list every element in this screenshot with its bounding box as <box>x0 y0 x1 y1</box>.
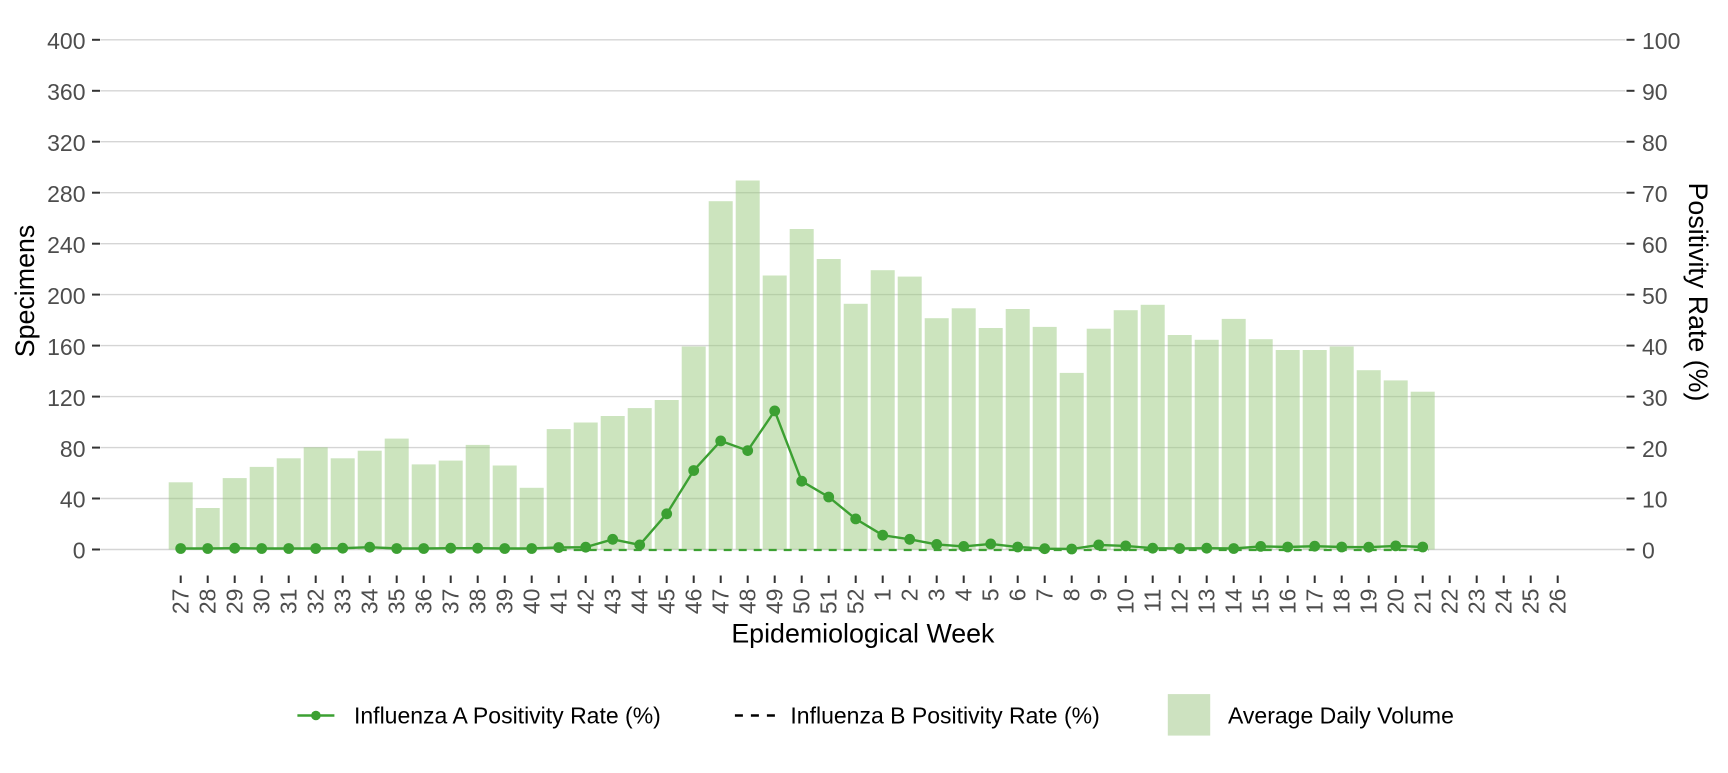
svg-text:35: 35 <box>384 589 410 615</box>
svg-text:37: 37 <box>438 589 464 615</box>
svg-text:16: 16 <box>1275 589 1301 615</box>
svg-text:20: 20 <box>1383 589 1409 615</box>
svg-text:45: 45 <box>654 589 680 615</box>
svg-text:1: 1 <box>870 589 896 602</box>
svg-text:31: 31 <box>276 589 302 615</box>
svg-text:11: 11 <box>1140 589 1166 613</box>
svg-text:Influenza B Positivity Rate (%: Influenza B Positivity Rate (%) <box>790 703 1099 729</box>
svg-text:10: 10 <box>1113 589 1139 615</box>
svg-text:13: 13 <box>1194 589 1220 615</box>
svg-text:25: 25 <box>1518 589 1544 615</box>
svg-text:200: 200 <box>47 283 85 309</box>
svg-text:160: 160 <box>47 334 85 360</box>
svg-text:Influenza A Positivity Rate (%: Influenza A Positivity Rate (%) <box>354 703 661 729</box>
svg-text:320: 320 <box>47 130 85 156</box>
svg-text:36: 36 <box>411 589 437 615</box>
svg-text:0: 0 <box>73 538 86 564</box>
svg-text:4: 4 <box>951 588 977 601</box>
svg-text:400: 400 <box>47 28 85 54</box>
svg-text:44: 44 <box>627 588 653 614</box>
svg-text:28: 28 <box>195 589 221 615</box>
svg-text:42: 42 <box>573 589 599 615</box>
svg-text:40: 40 <box>519 589 545 615</box>
svg-text:70: 70 <box>1642 181 1668 207</box>
svg-text:19: 19 <box>1356 589 1382 615</box>
svg-text:3: 3 <box>924 589 950 602</box>
svg-text:52: 52 <box>843 589 869 615</box>
svg-text:39: 39 <box>492 589 518 615</box>
svg-text:280: 280 <box>47 181 85 207</box>
svg-text:14: 14 <box>1221 588 1247 614</box>
svg-text:50: 50 <box>789 589 815 615</box>
svg-text:18: 18 <box>1329 589 1355 615</box>
svg-text:34: 34 <box>357 588 383 614</box>
svg-text:100: 100 <box>1642 28 1680 54</box>
svg-text:40: 40 <box>1642 334 1668 360</box>
svg-text:30: 30 <box>1642 385 1668 411</box>
svg-text:Positivity Rate (%): Positivity Rate (%) <box>1683 183 1713 402</box>
svg-text:26: 26 <box>1545 589 1571 615</box>
svg-text:49: 49 <box>762 589 788 615</box>
svg-text:9: 9 <box>1086 589 1112 602</box>
svg-text:Epidemiological Week: Epidemiological Week <box>731 619 995 649</box>
svg-text:2: 2 <box>897 589 923 602</box>
svg-text:46: 46 <box>681 589 707 615</box>
svg-text:120: 120 <box>47 385 85 411</box>
svg-text:47: 47 <box>708 589 734 615</box>
svg-text:40: 40 <box>60 487 86 513</box>
svg-text:27: 27 <box>168 589 194 615</box>
svg-text:29: 29 <box>222 589 248 615</box>
svg-text:38: 38 <box>465 589 491 615</box>
svg-text:5: 5 <box>978 589 1004 602</box>
svg-text:7: 7 <box>1032 589 1058 602</box>
svg-text:33: 33 <box>330 589 356 615</box>
svg-text:24: 24 <box>1491 588 1517 614</box>
svg-text:15: 15 <box>1248 589 1274 615</box>
svg-text:17: 17 <box>1302 589 1328 615</box>
svg-text:43: 43 <box>600 589 626 615</box>
svg-text:60: 60 <box>1642 232 1668 258</box>
svg-text:21: 21 <box>1410 589 1436 615</box>
svg-text:22: 22 <box>1437 589 1463 615</box>
svg-text:8: 8 <box>1059 589 1085 602</box>
svg-text:360: 360 <box>47 79 85 105</box>
svg-text:50: 50 <box>1642 283 1668 309</box>
svg-text:10: 10 <box>1642 487 1668 513</box>
svg-text:12: 12 <box>1167 589 1193 615</box>
svg-text:20: 20 <box>1642 436 1668 462</box>
svg-text:51: 51 <box>816 589 842 615</box>
svg-text:Average Daily Volume: Average Daily Volume <box>1228 703 1454 729</box>
svg-text:32: 32 <box>303 589 329 615</box>
svg-text:30: 30 <box>249 589 275 615</box>
svg-text:80: 80 <box>60 436 86 462</box>
svg-text:90: 90 <box>1642 79 1668 105</box>
svg-text:Specimens: Specimens <box>10 225 40 358</box>
svg-text:240: 240 <box>47 232 85 258</box>
svg-text:23: 23 <box>1464 589 1490 615</box>
svg-text:41: 41 <box>546 589 572 615</box>
svg-text:80: 80 <box>1642 130 1668 156</box>
svg-text:48: 48 <box>735 589 761 615</box>
svg-text:6: 6 <box>1005 588 1031 601</box>
svg-text:0: 0 <box>1642 538 1655 564</box>
